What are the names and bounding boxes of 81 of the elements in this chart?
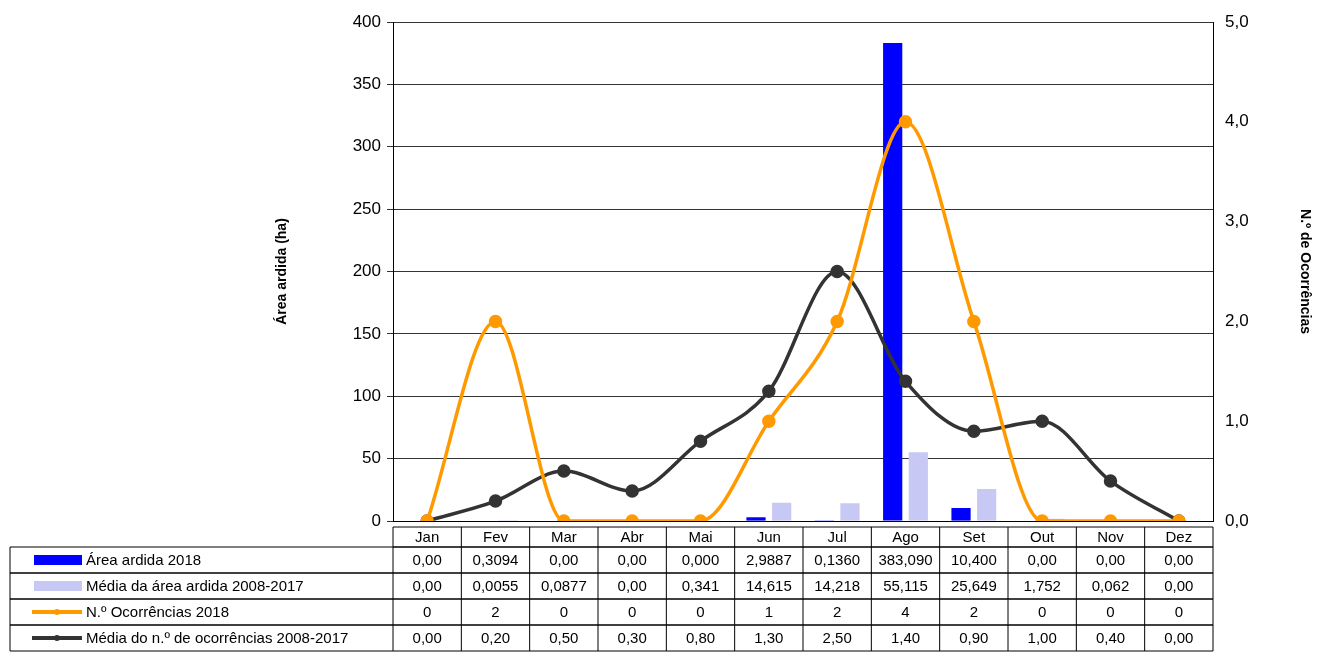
data-label: 0,0055	[472, 577, 519, 595]
data-label: 14,218	[814, 577, 861, 595]
data-label: 0	[627, 603, 637, 621]
data-label: 0,341	[681, 577, 720, 595]
data-label: 0,00	[1164, 629, 1194, 647]
data-label: 0,062	[1091, 577, 1130, 595]
y-tick-label: 350	[352, 74, 381, 94]
data-label: 2,50	[822, 629, 852, 647]
legend-label: Média da área ardida 2008-2017	[86, 577, 304, 595]
data-label: 10,400	[950, 551, 997, 569]
y-tick-label: 50	[362, 448, 381, 468]
data-label: 0	[1106, 603, 1115, 621]
data-label: 0,00	[549, 551, 579, 569]
x-tick-label: Dez	[1165, 528, 1193, 546]
data-label: 0,80	[685, 629, 716, 647]
y2-tick-label: 5,0	[1225, 11, 1249, 31]
data-label: 0,40	[1095, 629, 1126, 647]
legend-label: Área ardida 2018	[86, 551, 202, 569]
data-label: 1,00	[1027, 629, 1057, 647]
y-tick-label: 200	[352, 261, 381, 281]
x-tick-label: Mai	[688, 528, 713, 546]
data-label: 0,00	[617, 577, 647, 595]
data-label: 1,40	[890, 629, 921, 647]
data-label: 0	[1037, 603, 1047, 621]
y-tick-label: 0	[371, 510, 381, 530]
data-label: 0,1360	[814, 551, 861, 569]
data-label: 383,090	[878, 551, 933, 569]
data-label: 55,115	[883, 577, 928, 595]
data-label: 0,0877	[540, 577, 587, 595]
data-label: 0,3094	[472, 551, 519, 569]
data-label: 0,00	[1095, 551, 1126, 569]
y-tick-label: 150	[352, 323, 381, 343]
y-tick-label: 300	[352, 136, 381, 156]
data-label: 0,00	[617, 551, 647, 569]
data-label: 1	[764, 603, 774, 621]
data-label: 1,752	[1023, 577, 1061, 595]
x-tick-label: Nov	[1097, 528, 1125, 546]
x-tick-label: Jan	[415, 528, 440, 546]
y-tick-label: 400	[352, 11, 381, 31]
y2-tick-label: 1,0	[1225, 410, 1249, 430]
y-tick-label: 250	[352, 198, 381, 218]
data-label: 2	[832, 603, 842, 621]
y-axis-title: Área ardida (ha)	[273, 218, 290, 325]
data-label: 0,00	[1164, 577, 1194, 595]
x-tick-label: Ago	[892, 528, 919, 546]
data-label: 0,20	[480, 629, 511, 647]
data-label: 0	[559, 603, 569, 621]
x-tick-label: Fev	[482, 528, 509, 546]
data-label: 0,00	[1027, 551, 1057, 569]
data-label: 4	[901, 603, 910, 621]
data-label: 14,615	[745, 577, 792, 595]
y-tick-label: 100	[352, 385, 381, 405]
x-tick-label: Out	[1030, 528, 1056, 546]
y2-axis-title: N.º de Ocorrências	[1297, 209, 1314, 335]
x-tick-label: Jun	[756, 528, 781, 546]
y2-tick-label: 0,0	[1225, 510, 1249, 530]
y2-tick-label: 4,0	[1225, 111, 1249, 131]
data-label: 0,90	[959, 629, 989, 647]
legend-label: N.º Ocorrências 2018	[86, 603, 230, 621]
data-label: 0,00	[412, 629, 442, 647]
x-tick-label: Mar	[550, 528, 577, 546]
y2-tick-label: 2,0	[1225, 311, 1249, 331]
data-label: 0,00	[412, 577, 442, 595]
data-label: 0,50	[549, 629, 579, 647]
x-tick-label: Jul	[827, 528, 847, 546]
data-label: 2	[969, 603, 979, 621]
x-tick-label: Abr	[620, 528, 644, 546]
data-label: 0,00	[412, 551, 442, 569]
data-label: 0,000	[681, 551, 720, 569]
data-label: 25,649	[950, 577, 997, 595]
x-tick-label: Set	[962, 528, 986, 546]
data-label: 0,30	[617, 629, 647, 647]
data-label: 0	[422, 603, 432, 621]
legend-label: Média do n.º de ocorrências 2008-2017	[86, 629, 349, 647]
data-label: 0,00	[1164, 551, 1194, 569]
data-label: 0	[1174, 603, 1184, 621]
data-label: 2	[491, 603, 500, 621]
data-label: 0	[696, 603, 705, 621]
data-label: 1,30	[754, 629, 784, 647]
data-label: 2,9887	[745, 551, 792, 569]
y2-tick-label: 3,0	[1225, 211, 1249, 231]
